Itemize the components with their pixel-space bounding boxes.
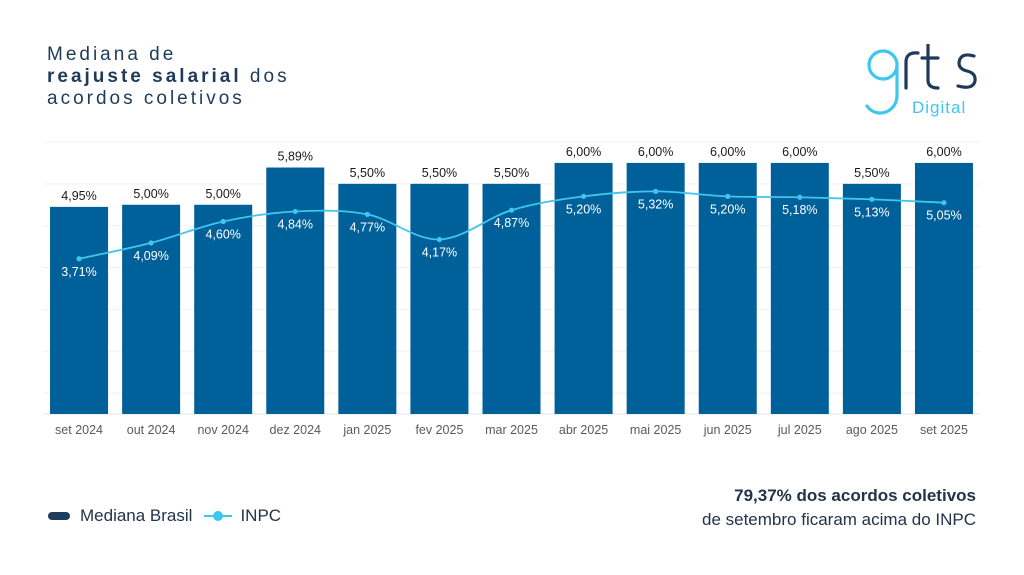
- summary-note-line-2: de setembro ficaram acima do INPC: [702, 510, 976, 529]
- x-tick-label: mar 2025: [485, 423, 538, 437]
- title-line-3: acordos coletivos: [47, 88, 245, 109]
- inpc-point: [580, 193, 587, 199]
- summary-note-line-1: 79,37% dos acordos coletivos: [734, 486, 976, 505]
- bar-value-label: 5,50%: [494, 166, 529, 180]
- inpc-value-label: 4,84%: [278, 217, 313, 231]
- inpc-point: [941, 200, 947, 206]
- logo-subtitle: Digital: [912, 98, 966, 117]
- bar-value-label: 4,95%: [61, 189, 96, 203]
- inpc-value-label: 3,71%: [61, 265, 96, 279]
- bar: [554, 162, 613, 414]
- title-line-2: reajuste salarial dos: [47, 66, 290, 88]
- bar: [410, 183, 469, 414]
- inpc-point: [725, 193, 731, 199]
- inpc-point: [292, 208, 298, 215]
- legend-line-label: INPC: [240, 506, 282, 525]
- bar: [770, 162, 829, 414]
- inpc-value-label: 5,13%: [854, 205, 889, 219]
- bar-value-label: 5,50%: [422, 166, 457, 180]
- inpc-point: [148, 240, 154, 246]
- bar: [194, 204, 253, 414]
- x-tick-label: jun 2025: [703, 423, 752, 437]
- inpc-point: [797, 194, 803, 200]
- grts-digital-logo: grts Digital: [865, 44, 977, 117]
- x-tick-label: out 2024: [127, 423, 176, 437]
- inpc-point: [508, 207, 515, 213]
- inpc-value-label: 5,05%: [926, 209, 961, 223]
- bar-value-label: 6,00%: [782, 145, 817, 159]
- x-tick-label: dez 2024: [270, 423, 321, 437]
- bar: [50, 206, 109, 414]
- bar: [338, 183, 397, 414]
- x-tick-label: mai 2025: [630, 423, 681, 437]
- x-tick-label: ago 2025: [846, 423, 898, 437]
- title-bold-text: reajuste salarial: [47, 66, 242, 87]
- inpc-value-label: 4,09%: [133, 249, 168, 263]
- bar-value-label: 6,00%: [638, 145, 673, 159]
- x-tick-label: jul 2025: [777, 423, 822, 437]
- title-line-1: Mediana de: [47, 44, 177, 65]
- x-tick-label: abr 2025: [559, 423, 608, 437]
- bar-value-label: 6,00%: [926, 145, 961, 159]
- bar-value-label: 5,00%: [205, 187, 240, 201]
- inpc-value-label: 5,32%: [638, 197, 673, 211]
- chart-area: 4,95% 5,00% 5,00% 5,89% 5,50% 5,50% 5,50% 6,00%…: [43, 141, 980, 437]
- bar: [122, 204, 181, 414]
- title-line-2-rest: dos: [241, 66, 290, 87]
- inpc-point: [436, 236, 443, 243]
- x-tick-label: nov 2024: [197, 423, 248, 437]
- inpc-value-label: 5,18%: [782, 203, 817, 217]
- bar: [698, 162, 757, 414]
- x-tick-label: set 2025: [920, 423, 968, 437]
- bar-value-label: 6,00%: [710, 145, 745, 159]
- inpc-point: [653, 188, 659, 194]
- bar-value-label: 5,50%: [854, 166, 889, 180]
- bar: [842, 183, 901, 414]
- x-tick-label: set 2024: [55, 423, 103, 437]
- summary-note: 79,37% dos acordos coletivos de setembro…: [702, 484, 976, 532]
- inpc-value-label: 4,77%: [350, 220, 385, 234]
- bar: [482, 183, 541, 414]
- bar-value-label: 6,00%: [566, 145, 601, 159]
- legend: Mediana Brasil INPC: [48, 506, 281, 526]
- bar-value-label: 5,50%: [350, 166, 385, 180]
- x-tick-label: jan 2025: [342, 423, 391, 437]
- inpc-point: [869, 196, 875, 202]
- legend-line-swatch: [204, 510, 233, 522]
- inpc-point: [76, 256, 82, 262]
- x-tick-label: fev 2025: [415, 423, 463, 437]
- inpc-value-label: 4,17%: [422, 246, 457, 260]
- inpc-value-label: 5,20%: [710, 202, 745, 216]
- inpc-value-label: 4,87%: [494, 216, 529, 230]
- bar: [266, 167, 325, 414]
- legend-bar-label: Mediana Brasil: [80, 506, 193, 525]
- bar: [626, 162, 685, 414]
- inpc-point: [220, 218, 226, 225]
- inpc-value-label: 4,60%: [205, 228, 240, 242]
- bar-value-label: 5,00%: [133, 187, 168, 201]
- inpc-value-label: 5,20%: [566, 202, 601, 216]
- chart-title: Mediana de reajuste salarial dos acordos…: [47, 44, 290, 110]
- bar-value-label: 5,89%: [278, 150, 313, 164]
- legend-bar-swatch: [48, 512, 70, 520]
- inpc-point: [364, 211, 370, 217]
